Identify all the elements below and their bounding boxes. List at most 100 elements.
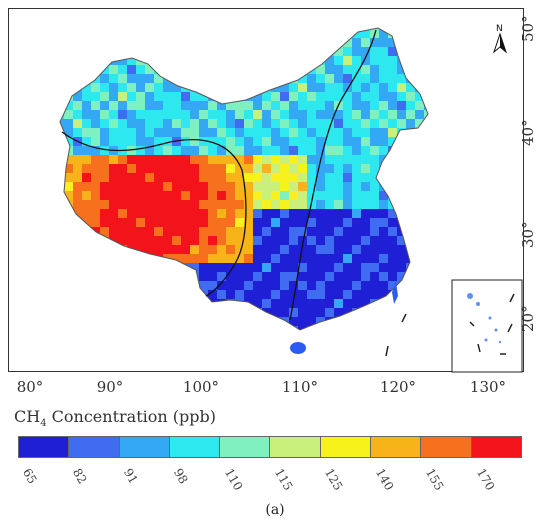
- grid-cell: [253, 47, 262, 56]
- grid-cell: [154, 290, 163, 299]
- grid-cell: [433, 218, 442, 227]
- grid-cell: [73, 263, 82, 272]
- grid-cell: [361, 47, 370, 56]
- grid-cell: [82, 245, 91, 254]
- grid-cell: [244, 254, 253, 263]
- grid-cell: [379, 308, 388, 317]
- grid-cell: [433, 173, 442, 182]
- grid-cell: [334, 137, 343, 146]
- grid-cell: [361, 317, 370, 326]
- grid-cell: [136, 38, 145, 47]
- grid-cell: [244, 164, 253, 173]
- grid-cell: [181, 326, 190, 330]
- grid-cell: [253, 317, 262, 326]
- grid-cell: [109, 344, 118, 353]
- grid-cell: [271, 227, 280, 236]
- grid-cell: [352, 101, 361, 110]
- grid-cell: [154, 164, 163, 173]
- grid-cell: [415, 65, 424, 74]
- grid-cell: [109, 191, 118, 200]
- grid-cell: [406, 119, 415, 128]
- grid-cell: [370, 119, 379, 128]
- grid-cell: [253, 28, 262, 29]
- grid-cell: [127, 119, 136, 128]
- grid-cell: [217, 326, 226, 330]
- grid-cell: [172, 155, 181, 164]
- grid-cell: [199, 28, 208, 29]
- grid-cell: [181, 92, 190, 101]
- grid-cell: [199, 47, 208, 56]
- grid-cell: [334, 28, 343, 29]
- grid-cell: [271, 191, 280, 200]
- grid-cell: [226, 317, 235, 326]
- grid-cell: [118, 56, 127, 65]
- grid-cell: [190, 182, 199, 191]
- grid-cell: [289, 182, 298, 191]
- grid-cell: [325, 236, 334, 245]
- grid-cell: [199, 209, 208, 218]
- grid-cell: [280, 236, 289, 245]
- grid-cell: [73, 38, 82, 47]
- grid-cell: [118, 209, 127, 218]
- grid-cell: [406, 164, 415, 173]
- grid-cell: [91, 236, 100, 245]
- grid-cell: [208, 209, 217, 218]
- grid-cell: [190, 128, 199, 137]
- grid-cell: [118, 218, 127, 227]
- grid-cell: [352, 38, 361, 47]
- legend-value-label: 110: [221, 466, 246, 493]
- grid-cell: [190, 119, 199, 128]
- grid-cell: [154, 344, 163, 353]
- grid-cell: [154, 29, 163, 38]
- grid-cell: [280, 218, 289, 227]
- grid-cell: [415, 164, 424, 173]
- grid-cell: [244, 281, 253, 290]
- grid-cell: [415, 182, 424, 191]
- grid-cell: [406, 299, 415, 308]
- grid-cell: [379, 236, 388, 245]
- grid-cell: [334, 272, 343, 281]
- grid-cell: [379, 128, 388, 137]
- grid-cell: [397, 164, 406, 173]
- grid-cell: [235, 101, 244, 110]
- grid-cell: [307, 56, 316, 65]
- grid-cell: [343, 38, 352, 47]
- grid-cell: [298, 28, 307, 29]
- grid-cell: [424, 155, 428, 164]
- grid-cell: [316, 74, 325, 83]
- grid-cell: [163, 28, 172, 29]
- grid-cell: [154, 56, 163, 65]
- grid-cell: [370, 299, 379, 308]
- grid-cell: [109, 101, 118, 110]
- grid-cell: [271, 173, 280, 182]
- grid-cell: [235, 317, 244, 326]
- grid-cell: [100, 101, 109, 110]
- grid-cell: [406, 38, 415, 47]
- grid-cell: [424, 218, 428, 227]
- grid-cell: [208, 155, 217, 164]
- grid-cell: [325, 209, 334, 218]
- grid-cell: [289, 128, 298, 137]
- grid-cell: [217, 29, 226, 38]
- grid-cell: [397, 281, 406, 290]
- grid-cell: [127, 317, 136, 326]
- grid-cell: [109, 47, 118, 56]
- grid-cell: [262, 146, 271, 155]
- grid-cell: [100, 254, 109, 263]
- grid-cell: [244, 110, 253, 119]
- grid-cell: [172, 317, 181, 326]
- grid-cell: [217, 137, 226, 146]
- grid-cell: [433, 101, 442, 110]
- grid-cell: [307, 245, 316, 254]
- grid-cell: [154, 263, 163, 272]
- grid-cell: [361, 326, 370, 330]
- grid-cell: [190, 65, 199, 74]
- grid-cell: [118, 47, 127, 56]
- grid-cell: [361, 155, 370, 164]
- grid-cell: [199, 326, 208, 330]
- grid-cell: [289, 101, 298, 110]
- grid-cell: [235, 92, 244, 101]
- taiwan-island: [392, 282, 398, 304]
- grid-cell: [379, 263, 388, 272]
- grid-cell: [388, 137, 397, 146]
